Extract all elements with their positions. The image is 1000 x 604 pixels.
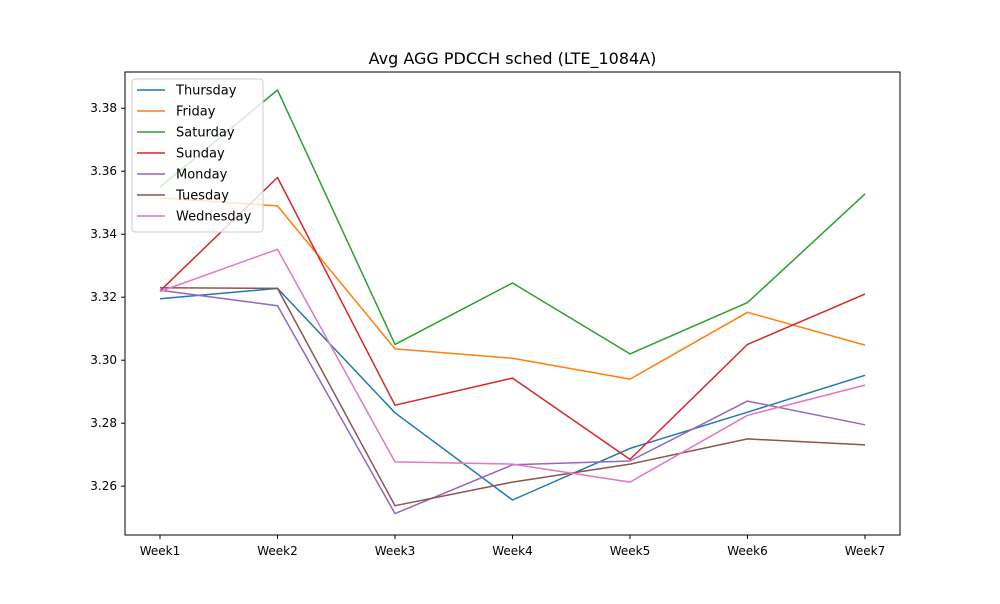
legend-box <box>131 78 264 233</box>
y-tick-label: 3.36 <box>90 164 117 178</box>
x-tick-label: Week6 <box>727 544 768 558</box>
x-tick-label: Week5 <box>610 544 651 558</box>
chart-title: Avg AGG PDCCH sched (LTE_1084A) <box>369 49 657 69</box>
legend-label: Wednesday <box>176 210 252 225</box>
legend-label: Thursday <box>175 84 237 99</box>
legend-label: Monday <box>176 168 228 183</box>
y-tick-label: 3.30 <box>90 353 117 367</box>
series-line-friday <box>159 197 866 380</box>
series-line-monday <box>159 289 866 515</box>
legend-label: Tuesday <box>175 189 229 204</box>
series-line-tuesday <box>159 287 866 507</box>
y-axis: 3.26 3.28 3.30 3.32 3.34 3.36 3.38 <box>90 101 125 493</box>
x-tick-label: Week7 <box>845 544 886 558</box>
y-tick-label: 3.34 <box>90 227 117 241</box>
x-tick-label: Week1 <box>140 544 181 558</box>
legend-label: Saturday <box>176 126 235 141</box>
x-tick-label: Week2 <box>257 544 298 558</box>
series-line-sunday <box>159 176 866 461</box>
x-tick-label: Week4 <box>492 544 533 558</box>
x-axis: Week1 Week2 Week3 Week4 Week5 Week6 Week7 <box>140 535 886 558</box>
legend-label: Sunday <box>176 147 225 162</box>
series-line-wednesday <box>159 248 866 483</box>
legend: Thursday Friday Saturday Sunday Monday Tuesda… <box>131 78 264 233</box>
y-tick-label: 3.38 <box>90 101 117 115</box>
series-lines <box>159 89 866 515</box>
y-tick-label: 3.32 <box>90 290 117 304</box>
series-line-saturday <box>159 89 866 355</box>
y-tick-label: 3.28 <box>90 416 117 430</box>
y-tick-label: 3.26 <box>90 479 117 493</box>
x-tick-label: Week3 <box>375 544 416 558</box>
series-line-thursday <box>159 287 866 501</box>
legend-label: Friday <box>176 105 216 120</box>
